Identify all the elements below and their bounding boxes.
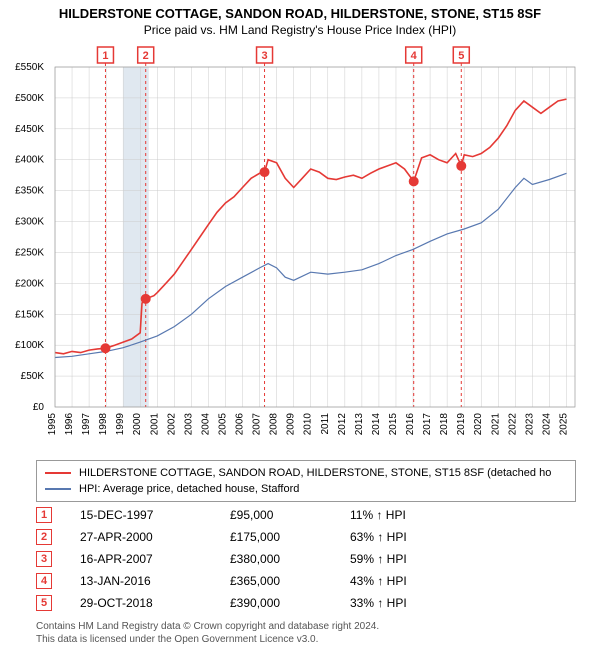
legend-item-2: HPI: Average price, detached house, Staf… (45, 481, 567, 497)
svg-text:2003: 2003 (183, 413, 194, 436)
svg-text:3: 3 (261, 50, 267, 62)
marker-badge: 1 (36, 507, 52, 523)
sale-price: £390,000 (230, 596, 350, 610)
svg-text:1997: 1997 (81, 413, 92, 436)
sales-table: 1 15-DEC-1997£95,00011% ↑ HPI 2 27-APR-2000… (36, 504, 576, 614)
svg-text:2024: 2024 (541, 413, 552, 436)
svg-text:2018: 2018 (439, 413, 450, 436)
svg-text:1998: 1998 (98, 413, 109, 436)
svg-text:2022: 2022 (507, 413, 518, 436)
sale-date: 16-APR-2007 (80, 552, 230, 566)
chart-plot-area: £0£50K£100K£150K£200K£250K£300K£350K£400… (50, 45, 580, 435)
sale-date: 15-DEC-1997 (80, 508, 230, 522)
marker-badge: 3 (36, 551, 52, 567)
svg-text:£300K: £300K (15, 217, 44, 228)
svg-text:£450K: £450K (15, 124, 44, 135)
table-row: 2 27-APR-2000£175,00063% ↑ HPI (36, 526, 576, 548)
chart-container: HILDERSTONE COTTAGE, SANDON ROAD, HILDER… (0, 0, 600, 650)
svg-text:2013: 2013 (354, 413, 365, 436)
svg-text:2: 2 (143, 50, 149, 62)
svg-text:2001: 2001 (149, 413, 160, 436)
svg-text:5: 5 (458, 50, 464, 62)
sale-price: £175,000 (230, 530, 350, 544)
svg-text:1: 1 (102, 50, 108, 62)
sale-date: 27-APR-2000 (80, 530, 230, 544)
footer-line1: Contains HM Land Registry data © Crown c… (36, 620, 379, 633)
sale-pct-vs-hpi: 33% ↑ HPI (350, 596, 490, 610)
chart-title: HILDERSTONE COTTAGE, SANDON ROAD, HILDER… (0, 0, 600, 21)
legend-label-2: HPI: Average price, detached house, Staf… (79, 483, 299, 495)
svg-text:2020: 2020 (473, 413, 484, 436)
svg-text:£500K: £500K (15, 93, 44, 104)
svg-text:1999: 1999 (115, 413, 126, 436)
legend-swatch-2 (45, 488, 71, 490)
svg-text:£350K: £350K (15, 186, 44, 197)
sale-pct-vs-hpi: 11% ↑ HPI (350, 508, 490, 522)
svg-text:2014: 2014 (371, 413, 382, 436)
sale-price: £365,000 (230, 574, 350, 588)
sale-pct-vs-hpi: 63% ↑ HPI (350, 530, 490, 544)
sale-pct-vs-hpi: 59% ↑ HPI (350, 552, 490, 566)
sale-price: £95,000 (230, 508, 350, 522)
svg-text:2011: 2011 (320, 413, 331, 435)
svg-text:2015: 2015 (388, 413, 399, 436)
table-row: 4 13-JAN-2016£365,00043% ↑ HPI (36, 570, 576, 592)
svg-text:£50K: £50K (21, 371, 45, 382)
marker-badge: 2 (36, 529, 52, 545)
footer: Contains HM Land Registry data © Crown c… (36, 620, 379, 646)
footer-line2: This data is licensed under the Open Gov… (36, 633, 379, 646)
svg-text:1996: 1996 (64, 413, 75, 436)
svg-text:£250K: £250K (15, 247, 44, 258)
chart-subtitle: Price paid vs. HM Land Registry's House … (0, 21, 600, 37)
svg-text:£100K: £100K (15, 340, 44, 351)
svg-text:2004: 2004 (200, 413, 211, 436)
svg-text:2023: 2023 (524, 413, 535, 436)
sale-pct-vs-hpi: 43% ↑ HPI (350, 574, 490, 588)
svg-text:2007: 2007 (252, 413, 263, 436)
svg-text:£400K: £400K (15, 155, 44, 166)
sale-date: 13-JAN-2016 (80, 574, 230, 588)
svg-text:2005: 2005 (217, 413, 228, 436)
svg-text:£0: £0 (33, 402, 45, 413)
table-row: 3 16-APR-2007£380,00059% ↑ HPI (36, 548, 576, 570)
svg-text:2006: 2006 (235, 413, 246, 436)
legend-label-1: HILDERSTONE COTTAGE, SANDON ROAD, HILDER… (79, 467, 551, 479)
svg-text:4: 4 (411, 50, 418, 62)
legend: HILDERSTONE COTTAGE, SANDON ROAD, HILDER… (36, 460, 576, 502)
svg-text:1995: 1995 (47, 413, 58, 436)
sale-date: 29-OCT-2018 (80, 596, 230, 610)
svg-text:2017: 2017 (422, 413, 433, 436)
svg-text:2000: 2000 (132, 413, 143, 436)
legend-swatch-1 (45, 472, 71, 475)
table-row: 1 15-DEC-1997£95,00011% ↑ HPI (36, 504, 576, 526)
svg-text:£550K: £550K (15, 62, 44, 73)
legend-item-1: HILDERSTONE COTTAGE, SANDON ROAD, HILDER… (45, 465, 567, 481)
svg-text:2021: 2021 (490, 413, 501, 436)
svg-text:2012: 2012 (337, 413, 348, 436)
svg-text:2008: 2008 (269, 413, 280, 436)
marker-badge: 5 (36, 595, 52, 611)
svg-text:2025: 2025 (558, 413, 569, 436)
svg-text:2010: 2010 (303, 413, 314, 436)
svg-text:2002: 2002 (166, 413, 177, 436)
svg-text:2009: 2009 (286, 413, 297, 436)
svg-text:£200K: £200K (15, 278, 44, 289)
marker-badge: 4 (36, 573, 52, 589)
svg-text:2016: 2016 (405, 413, 416, 436)
chart-svg: £0£50K£100K£150K£200K£250K£300K£350K£400… (50, 45, 580, 435)
table-row: 5 29-OCT-2018£390,00033% ↑ HPI (36, 592, 576, 614)
svg-text:£150K: £150K (15, 309, 44, 320)
sale-price: £380,000 (230, 552, 350, 566)
svg-text:2019: 2019 (456, 413, 467, 436)
